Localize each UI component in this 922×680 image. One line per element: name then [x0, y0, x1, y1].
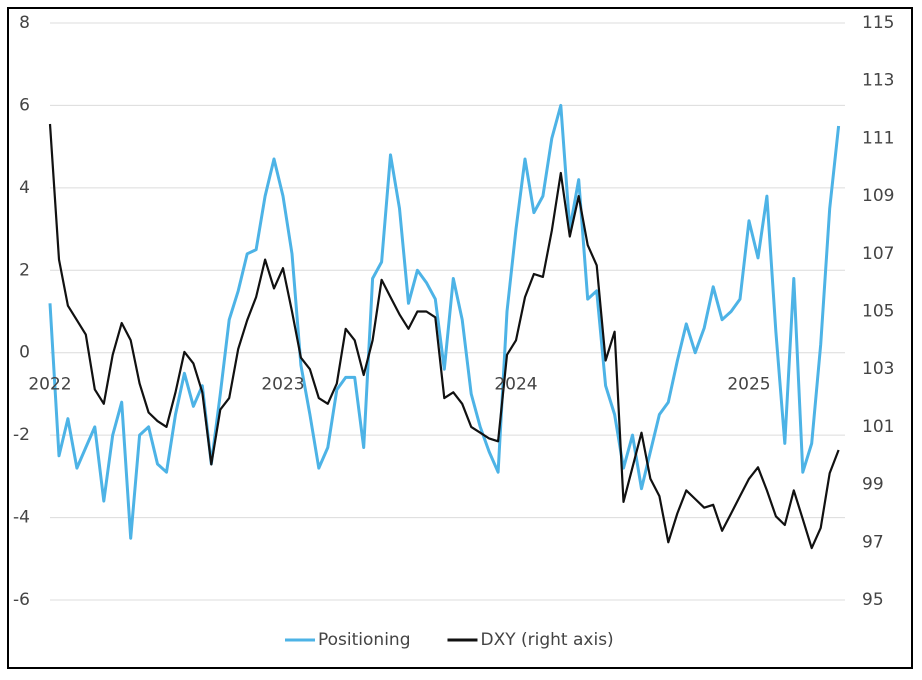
y-tick-label: -2 — [13, 425, 30, 445]
y-tick-label: -4 — [13, 508, 30, 528]
y2-tick-label: 111 — [862, 128, 894, 148]
x-tick-label: 2023 — [261, 375, 304, 395]
y2-tick-label: 113 — [862, 71, 894, 91]
y2-tick-label: 115 — [862, 13, 894, 33]
legend-label: DXY (right axis) — [480, 630, 613, 650]
y-tick-label: 4 — [19, 178, 30, 198]
y2-tick-label: 99 — [862, 475, 884, 495]
y2-tick-label: 103 — [862, 359, 894, 379]
y2-tick-label: 105 — [862, 302, 894, 322]
x-tick-label: 2022 — [28, 375, 71, 395]
y-tick-label: -6 — [13, 590, 30, 610]
y2-tick-label: 109 — [862, 186, 894, 206]
x-tick-label: 2024 — [494, 375, 537, 395]
y-tick-label: 6 — [19, 95, 30, 115]
plot — [48, 103, 841, 550]
y2-tick-label: 95 — [862, 590, 884, 610]
y-tick-label: 8 — [19, 13, 30, 33]
series-line — [48, 123, 840, 550]
y2-tick-label: 101 — [862, 417, 894, 437]
y2-tick-label: 97 — [862, 532, 884, 552]
y-tick-label: 2 — [19, 260, 30, 280]
y2-tick-label: 107 — [862, 244, 894, 264]
frame — [7, 7, 913, 669]
y-tick-label: 0 — [19, 343, 30, 363]
legend-label: Positioning — [318, 630, 410, 650]
grid — [50, 22, 845, 601]
x-tick-label: 2025 — [727, 375, 770, 395]
series-line — [48, 103, 841, 540]
